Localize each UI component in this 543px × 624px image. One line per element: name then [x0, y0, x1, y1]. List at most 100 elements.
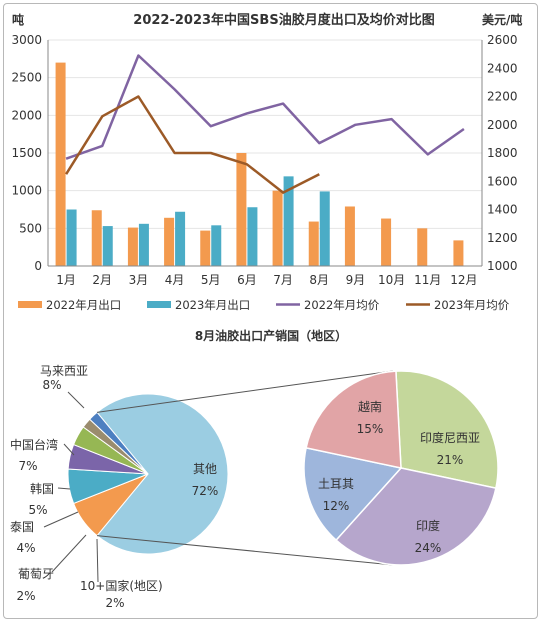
- x-tick-label: 6月: [237, 273, 257, 287]
- y-left-tick-label: 1000: [11, 184, 42, 198]
- leader-line: [43, 511, 79, 528]
- breakout-label: 土耳其: [318, 477, 354, 491]
- breakout-slice: [395, 370, 499, 490]
- bar: [102, 226, 113, 266]
- bar: [247, 207, 258, 266]
- bar: [344, 206, 355, 266]
- bar: [127, 227, 138, 266]
- x-tick-label: 4月: [165, 273, 185, 287]
- bar: [236, 153, 247, 266]
- breakout-label: 越南: [358, 399, 382, 414]
- pie-pct: 5%: [28, 503, 47, 517]
- y-left-tick-label: 3000: [11, 33, 42, 47]
- legend: 2022年月出口 2023年月出口 2022年月均价 2023年月均价: [18, 298, 510, 312]
- y-right-tick-label: 1800: [487, 146, 518, 160]
- pie-pct: 7%: [18, 459, 37, 473]
- leader-line: [96, 538, 99, 583]
- breakout-label: 印度尼西亚: [420, 430, 480, 445]
- leader-line: [57, 487, 71, 490]
- x-tick-label: 1月: [56, 273, 76, 287]
- breakout-pct: 21%: [437, 453, 464, 467]
- y-left-tick-label: 1500: [11, 146, 42, 160]
- y-right-tick-label: 2200: [487, 90, 518, 104]
- breakout-pct: 12%: [323, 499, 350, 513]
- pie-pct: 72%: [192, 484, 219, 498]
- leader-line: [63, 443, 75, 456]
- breakout-slice: [335, 467, 497, 566]
- x-tick-label: 7月: [273, 273, 293, 287]
- breakout-pct: 15%: [357, 422, 384, 436]
- bar: [175, 211, 186, 266]
- pie-pct: 2%: [105, 596, 124, 610]
- bar: [66, 209, 77, 266]
- pie-label: 10+国家(地区): [80, 578, 163, 593]
- legend-swatch: [18, 301, 42, 308]
- y-left-tick-label: 2000: [11, 108, 42, 122]
- x-tick-label: 11月: [414, 273, 441, 287]
- pie-pct: 8%: [42, 378, 61, 392]
- pie-label: 中国台湾: [10, 437, 58, 452]
- y-right-unit: 美元/吨: [482, 12, 522, 27]
- pie-label: 葡萄牙: [18, 567, 54, 581]
- bar: [283, 176, 294, 266]
- y-left-tick-label: 500: [19, 221, 42, 235]
- bar-marks: [55, 62, 464, 266]
- x-tick-label: 3月: [129, 273, 149, 287]
- y-right-tick-label: 1000: [487, 259, 518, 273]
- bar: [200, 230, 211, 266]
- axes: 0 500 1000 1500 2000 2500 3000 1000 1200 1400 1600…: [11, 33, 517, 287]
- y-right-tick-label: 2000: [487, 118, 518, 132]
- bar: [55, 62, 66, 266]
- series-line: [65, 54, 465, 160]
- y-right-tick-label: 1200: [487, 231, 518, 245]
- pie-title: 8月油胶出口产销国（地区）: [195, 328, 347, 343]
- pie-label: 其他: [193, 462, 217, 476]
- gridlines: [48, 39, 482, 267]
- bar: [319, 191, 330, 266]
- y-left-unit: 吨: [12, 12, 24, 27]
- pie-label: 马来西亚: [40, 364, 88, 378]
- figure-frame: [3, 3, 538, 619]
- connector-line: [96, 370, 394, 413]
- pie-slice: [96, 393, 229, 555]
- y-right-tick-label: 1600: [487, 174, 518, 188]
- bar: [211, 225, 222, 266]
- x-tick-label: 2月: [92, 273, 112, 287]
- legend-label: 2022年月出口: [46, 298, 121, 312]
- breakout-pct: 24%: [415, 541, 442, 555]
- legend-label: 2022年月均价: [304, 298, 380, 312]
- pie-label: 韩国: [30, 481, 54, 496]
- leader-line: [67, 391, 85, 409]
- x-tick-label: 8月: [309, 273, 329, 287]
- y-right-tick-label: 2400: [487, 61, 518, 75]
- breakout-slice: [305, 370, 402, 469]
- y-right-tick-label: 2600: [487, 33, 518, 47]
- breakout-label: 印度: [416, 518, 440, 533]
- breakout-slice: [303, 446, 403, 542]
- x-tick-label: 10月: [378, 273, 405, 287]
- y-left-tick-label: 0: [34, 259, 42, 273]
- y-left-tick-label: 2500: [11, 71, 42, 85]
- pie-pct: 2%: [16, 589, 35, 603]
- bar: [91, 210, 102, 266]
- bar: [308, 221, 319, 266]
- bar: [138, 223, 149, 266]
- pie-breakout: 印度尼西亚 21% 印度 24% 土耳其 12% 越南 15%: [303, 370, 499, 566]
- bar: [453, 240, 464, 266]
- x-tick-label: 12月: [450, 273, 477, 287]
- y-right-tick-label: 1400: [487, 203, 518, 217]
- legend-label: 2023年月出口: [175, 298, 250, 312]
- bar: [381, 218, 392, 266]
- series-line: [65, 95, 320, 194]
- legend-swatch: [147, 301, 171, 308]
- chart-title: 2022-2023年中国SBS油胶月度出口及均价对比图: [133, 12, 434, 28]
- connector-line: [96, 535, 394, 566]
- bar: [164, 217, 175, 266]
- legend-label: 2023年月均价: [434, 298, 510, 312]
- bar: [417, 228, 428, 266]
- pie-pct: 4%: [16, 541, 35, 555]
- leader-line: [51, 534, 87, 573]
- x-tick-label: 9月: [346, 273, 366, 287]
